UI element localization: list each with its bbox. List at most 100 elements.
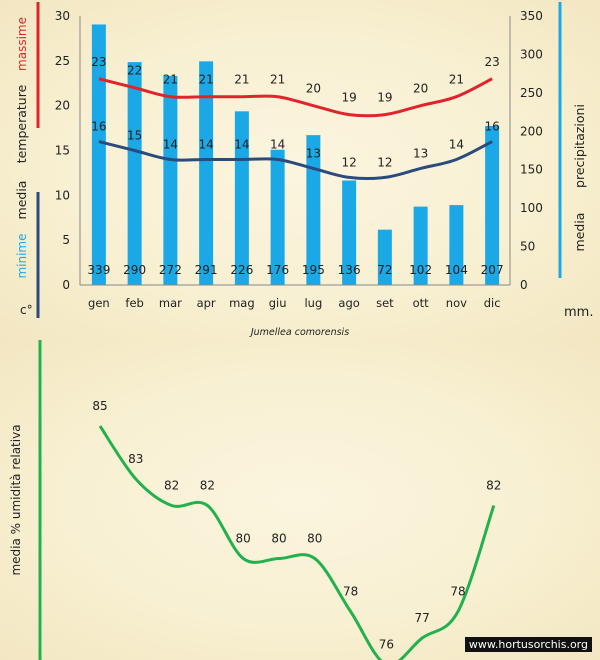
month-tick-label: dic	[484, 296, 501, 310]
month-tick-label: gen	[88, 296, 110, 310]
temp-unit-label: c°	[20, 303, 33, 317]
precip-tick-label: 150	[520, 163, 543, 177]
temp-tick-label: 25	[55, 54, 70, 68]
minime-value-label: 13	[306, 146, 321, 160]
precip-value-label: 195	[302, 263, 325, 277]
month-tick-label: mar	[159, 296, 182, 310]
massime-value-label: 23	[484, 55, 499, 69]
precip-value-label: 102	[409, 263, 432, 277]
humidity-value-label: 85	[92, 399, 107, 413]
precip-tick-label: 350	[520, 9, 543, 23]
precip-value-label: 339	[87, 263, 110, 277]
temp-tick-label: 0	[62, 278, 70, 292]
precip-tick-label: 250	[520, 86, 543, 100]
temp-tick-label: 30	[55, 9, 70, 23]
temp-tick-label: 20	[55, 99, 70, 113]
massime-value-label: 22	[127, 64, 142, 78]
month-tick-label: ago	[338, 296, 359, 310]
humidity-value-label: 82	[486, 479, 501, 493]
minime-value-label: 14	[234, 137, 249, 151]
humidity-value-label: 80	[236, 532, 251, 546]
precip-bar-ago	[342, 180, 357, 285]
humidity-chart: media % umidità relativa 85 83 82 82 80 80 80 7…	[9, 340, 501, 660]
precip-value-label: 207	[481, 263, 504, 277]
month-tick-label: apr	[197, 296, 216, 310]
massime-value-label: 23	[91, 55, 106, 69]
month-tick-label: nov	[446, 296, 467, 310]
precip-value-label: 72	[377, 263, 392, 277]
precip-bar-ott	[413, 206, 428, 285]
precip-tick-label: 50	[520, 240, 535, 254]
month-tick-label: set	[376, 296, 394, 310]
temp-tick-label: 5	[62, 233, 70, 247]
precip-bar-set	[377, 229, 392, 285]
massime-value-label: 20	[413, 82, 428, 96]
precip-tick-label: 0	[520, 278, 528, 292]
massime-temperature-line	[98, 77, 493, 118]
precip-unit-label: mm.	[564, 305, 593, 320]
month-tick-label: feb	[125, 296, 143, 310]
precip-value-label: 136	[338, 263, 361, 277]
minime-value-label: 16	[91, 120, 106, 134]
precip-value-label: 176	[266, 263, 289, 277]
massime-value-label: 20	[306, 82, 321, 96]
precip-bar-giu	[270, 149, 285, 285]
humidity-value-label: 82	[200, 479, 215, 493]
humidity-line	[98, 425, 496, 660]
massime-value-label: 19	[377, 91, 392, 105]
precip-axis-label: precipitazioni	[572, 104, 587, 188]
temp-tick-label: 10	[55, 188, 70, 202]
minime-value-label: 13	[413, 146, 428, 160]
precip-value-label: 272	[159, 263, 182, 277]
media-axis-label: media	[14, 181, 29, 220]
minime-value-label: 16	[484, 120, 499, 134]
minime-value-label: 12	[341, 155, 356, 169]
humidity-value-label: 83	[128, 452, 143, 466]
max-axis-label: massime	[15, 17, 29, 71]
site-credit: www.hortusorchis.org	[464, 637, 592, 652]
massime-value-label: 21	[234, 73, 249, 87]
precip-bar-lug	[306, 135, 321, 285]
precip-value-label: 291	[195, 263, 218, 277]
humidity-value-label: 76	[379, 638, 394, 652]
chart-title: Jumellea comorensis	[249, 327, 349, 338]
minime-value-label: 15	[127, 129, 142, 143]
precip-tick-label: 100	[520, 201, 543, 215]
humidity-value-label: 78	[343, 585, 358, 599]
precip-bar-mag	[234, 111, 249, 285]
precip-bar-dic	[485, 125, 500, 285]
month-tick-label: mag	[229, 296, 255, 310]
precip-bar-apr	[199, 61, 214, 285]
precip-value-label: 290	[123, 263, 146, 277]
precip-bar-mar	[163, 75, 178, 285]
massime-value-label: 19	[341, 91, 356, 105]
month-tick-label: ott	[413, 296, 430, 310]
minime-value-label: 14	[198, 137, 213, 151]
humidity-value-label: 77	[415, 611, 430, 625]
minime-temperature-line	[98, 140, 493, 181]
humidity-axis-label: media % umidità relativa	[9, 424, 23, 575]
climate-chart: 339 290 272 291 226 176 195 136 72 102 104 20723222…	[14, 2, 593, 338]
humidity-value-label: 78	[450, 585, 465, 599]
massime-value-label: 21	[270, 73, 285, 87]
minime-value-label: 14	[449, 137, 464, 151]
min-axis-label: minime	[15, 233, 29, 278]
precip-value-label: 226	[230, 263, 253, 277]
precip-tick-label: 200	[520, 124, 543, 138]
month-tick-label: lug	[304, 296, 322, 310]
humidity-value-label: 80	[271, 532, 286, 546]
precip-tick-label: 300	[520, 47, 543, 61]
humidity-panel	[0, 340, 600, 660]
precip-bar-feb	[127, 62, 142, 285]
precip-bar-nov	[449, 205, 464, 285]
humidity-value-label: 82	[164, 479, 179, 493]
massime-value-label: 21	[198, 73, 213, 87]
minime-value-label: 14	[163, 137, 178, 151]
month-tick-label: giu	[269, 296, 287, 310]
minime-value-label: 14	[270, 137, 285, 151]
minime-value-label: 12	[377, 155, 392, 169]
massime-value-label: 21	[163, 73, 178, 87]
precip-value-label: 104	[445, 263, 468, 277]
right-media-label: media	[572, 213, 587, 252]
temperature-axis-label: temperature	[14, 84, 29, 163]
